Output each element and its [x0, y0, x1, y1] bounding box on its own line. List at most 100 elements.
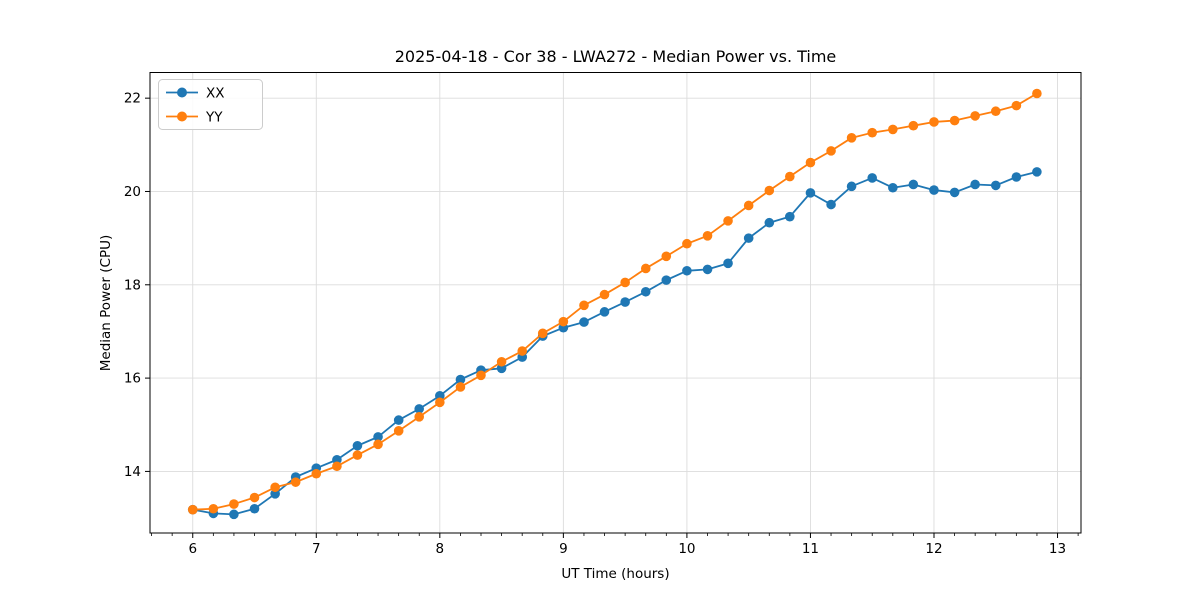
data-point-xx [414, 404, 424, 414]
data-point-yy [723, 216, 733, 226]
data-point-yy [435, 397, 445, 408]
y-tick-label: 14 [124, 464, 141, 480]
x-tick-label: 9 [559, 541, 568, 557]
data-point-xx [702, 264, 713, 275]
data-point-xx [455, 374, 466, 385]
x-tick-label: 11 [802, 541, 819, 557]
data-point-yy [496, 356, 507, 367]
tick-layer: 6 7 8 9 10 11 12 13 14 16 18 20 22 [124, 91, 1079, 557]
data-point-xx [1032, 167, 1042, 177]
data-point-yy [1011, 100, 1022, 111]
data-point-xx [805, 188, 816, 198]
data-point-yy [517, 346, 528, 356]
plot-frame [149, 72, 1082, 534]
data-point-yy [929, 117, 939, 127]
data-point-yy [764, 185, 775, 196]
data-point-xx [620, 297, 630, 307]
grid-layer [150, 72, 1081, 533]
data-point-yy [990, 106, 1001, 117]
data-point-yy [290, 477, 301, 487]
data-point-xx [579, 317, 589, 327]
legend: XX YY [158, 79, 263, 130]
y-tick-label: 16 [124, 371, 141, 387]
y-axis-label: Median Power (CPU) [98, 235, 114, 371]
data-point-yy [579, 300, 589, 311]
x-tick-label: 12 [925, 541, 942, 557]
data-point-yy [393, 426, 404, 436]
data-point-yy [846, 133, 857, 143]
data-point-yy [187, 504, 198, 515]
data-point-xx [867, 173, 878, 183]
data-point-xx [990, 180, 1001, 191]
series-yy-markers [187, 88, 1042, 515]
chart-title: 2025-04-18 - Cor 38 - LWA272 - Median Po… [395, 47, 837, 66]
y-tick-label: 22 [124, 91, 141, 107]
legend-marker-yy-icon [177, 111, 187, 122]
data-point-yy [785, 171, 795, 182]
data-point-yy [311, 468, 322, 479]
data-point-yy [476, 370, 486, 381]
data-point-yy [949, 115, 960, 126]
data-point-yy [682, 238, 692, 249]
y-tick-label: 18 [124, 277, 141, 293]
data-point-xx [929, 185, 939, 195]
data-point-yy [888, 124, 898, 135]
legend-marker-xx-icon [177, 87, 187, 98]
data-point-yy [661, 251, 672, 262]
data-point-yy [208, 503, 219, 514]
data-point-yy [1032, 88, 1042, 99]
data-point-xx [393, 415, 404, 425]
x-tick-label: 7 [312, 541, 321, 557]
data-point-yy [826, 146, 836, 156]
data-point-xx [908, 179, 919, 190]
data-point-yy [743, 200, 754, 211]
data-point-yy [970, 111, 980, 121]
data-point-xx [970, 179, 980, 190]
series-xx-line [192, 171, 1038, 516]
legend-label-yy: YY [205, 110, 223, 126]
data-point-yy [229, 499, 239, 509]
data-point-xx [846, 181, 857, 192]
data-point-xx [723, 258, 733, 269]
data-point-yy [908, 120, 919, 131]
data-point-xx [785, 211, 795, 222]
data-point-yy [805, 157, 816, 168]
data-point-yy [373, 439, 383, 450]
x-tick-label: 8 [436, 541, 445, 557]
x-tick-label: 10 [678, 541, 695, 557]
data-point-xx [373, 432, 383, 442]
legend-label-xx: XX [206, 86, 225, 102]
data-point-yy [867, 127, 878, 138]
data-point-xx [1011, 172, 1022, 182]
data-point-yy [537, 328, 548, 339]
x-tick-label: 6 [188, 541, 197, 557]
data-point-xx [826, 199, 836, 210]
data-point-yy [620, 277, 630, 288]
data-point-xx [352, 440, 363, 451]
series-layer [187, 88, 1042, 520]
x-tick-label: 13 [1049, 541, 1066, 557]
data-point-xx [949, 187, 960, 198]
data-point-yy [414, 412, 424, 422]
data-point-yy [352, 450, 363, 460]
legend-entry-xx: XX [166, 86, 225, 102]
x-axis-label: UT Time (hours) [561, 566, 669, 582]
data-point-yy [249, 492, 260, 503]
data-point-xx [888, 182, 898, 193]
series-yy-line [192, 92, 1038, 511]
data-point-xx [661, 275, 672, 285]
legend-entry-yy: YY [166, 110, 223, 126]
data-point-xx [229, 509, 239, 520]
data-point-xx [764, 217, 775, 228]
data-point-yy [455, 382, 466, 392]
data-point-yy [640, 263, 651, 274]
data-point-yy [702, 230, 713, 241]
data-point-xx [743, 233, 754, 243]
data-point-yy [558, 316, 569, 327]
data-point-xx [682, 265, 692, 276]
data-point-yy [332, 461, 342, 472]
y-tick-label: 20 [124, 184, 141, 200]
data-point-yy [599, 289, 610, 300]
